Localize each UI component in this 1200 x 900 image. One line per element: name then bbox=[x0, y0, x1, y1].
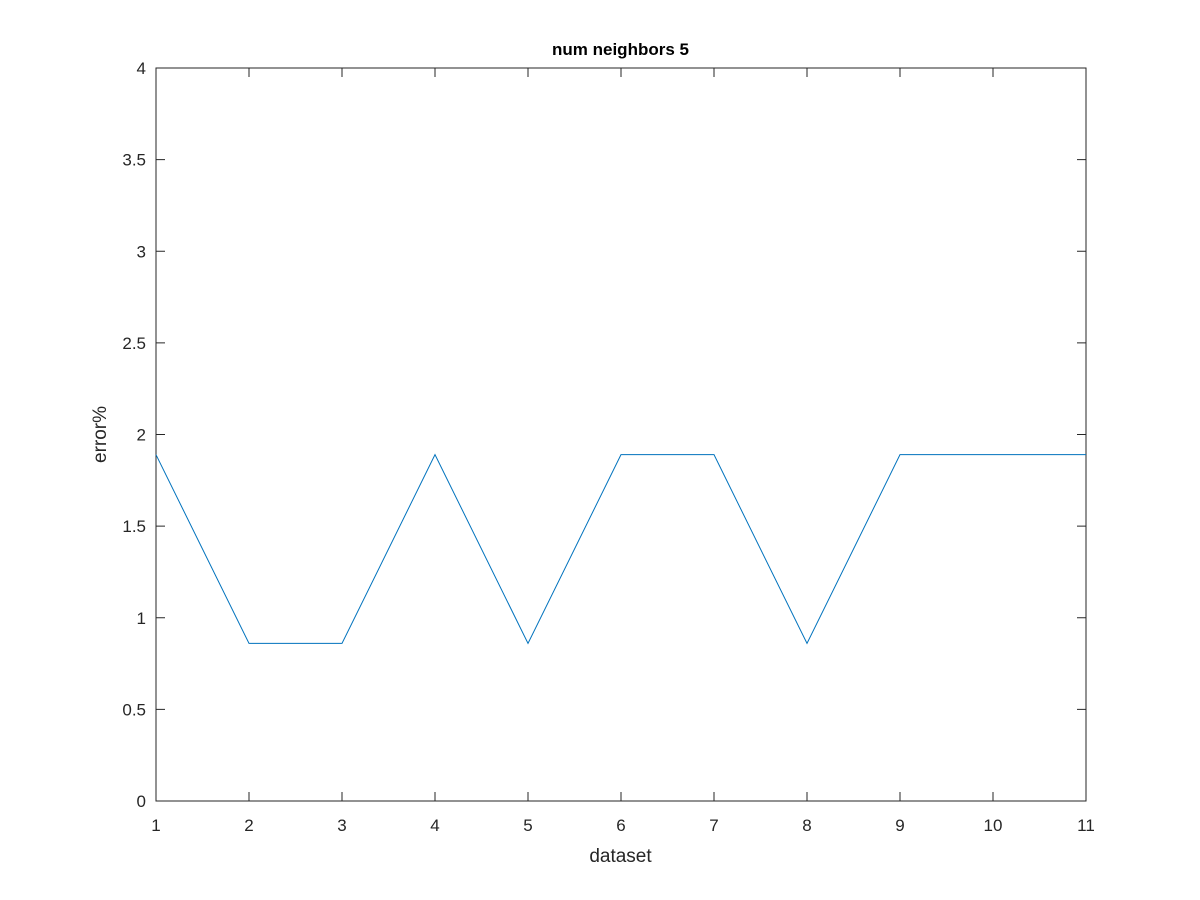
x-tick-label: 7 bbox=[709, 816, 718, 835]
x-tick-label: 11 bbox=[1077, 816, 1095, 835]
y-tick-label: 1 bbox=[137, 609, 146, 628]
x-tick-label: 9 bbox=[895, 816, 904, 835]
y-axis-label: error% bbox=[90, 406, 111, 463]
x-tick-label: 4 bbox=[430, 816, 439, 835]
series-line bbox=[155, 453, 1086, 645]
x-tick-label: 5 bbox=[523, 816, 532, 835]
x-tick-label: 2 bbox=[244, 816, 253, 835]
chart-title: num neighbors 5 bbox=[552, 40, 689, 59]
tick-labels: 1 2 3 4 5 6 7 8 9 10 11 0 0.5 1 1.5 2 2.5 3 3.5 4 bbox=[122, 59, 1094, 835]
y-tick-label: 0 bbox=[137, 792, 146, 811]
y-tick-label: 2.5 bbox=[122, 334, 146, 353]
x-tick-label: 1 bbox=[151, 816, 160, 835]
x-tick-label: 10 bbox=[984, 816, 1003, 835]
y-tick-label: 1.5 bbox=[122, 517, 146, 536]
y-tick-label: 3 bbox=[137, 242, 146, 261]
y-tick-label: 2 bbox=[137, 426, 146, 445]
axis-ticks bbox=[155, 67, 1087, 802]
x-tick-label: 8 bbox=[802, 816, 811, 835]
y-tick-label: 4 bbox=[137, 59, 146, 78]
x-tick-label: 6 bbox=[616, 816, 625, 835]
x-tick-label: 3 bbox=[337, 816, 346, 835]
y-tick-label: 3.5 bbox=[122, 151, 146, 170]
series-group bbox=[155, 453, 1086, 645]
y-tick-label: 0.5 bbox=[122, 700, 146, 719]
plot-area bbox=[155, 67, 1087, 802]
x-axis-label: dataset bbox=[589, 846, 652, 867]
